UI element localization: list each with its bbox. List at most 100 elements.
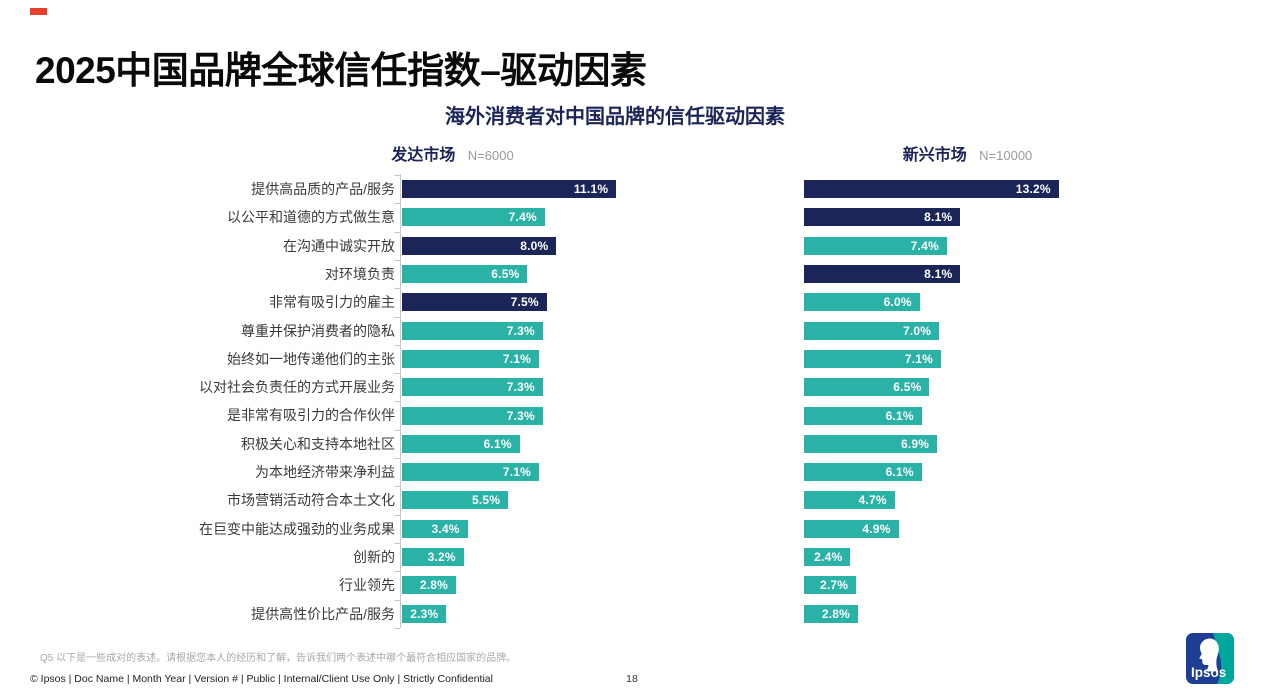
developed-market-header: 发达市场 N=6000 (330, 141, 575, 165)
bar-developed-market: 11.1% (402, 180, 617, 199)
bar-developed-market: 3.4% (402, 519, 468, 538)
bar-emerging-market: 6.5% (804, 378, 930, 397)
axis-tick (394, 373, 400, 375)
bar-value-label: 8.0% (520, 238, 549, 253)
bar-value-label: 2.4% (814, 550, 843, 565)
bar-value-label: 7.3% (506, 408, 535, 423)
bar-value-label: 7.4% (910, 238, 939, 253)
bar-value-label: 2.3% (410, 606, 439, 621)
bar-developed-market: 5.5% (402, 491, 509, 510)
emerging-sample-size: N=10000 (979, 148, 1033, 163)
footer-text: © Ipsos | Doc Name | Month Year | Versio… (30, 673, 493, 685)
bar-value-label: 2.7% (819, 578, 849, 593)
accent-dash (30, 8, 47, 15)
axis-tick (394, 458, 400, 459)
bar-value-label: 7.3% (506, 380, 535, 395)
emerging-market-label: 新兴市场 (902, 147, 967, 164)
bar-developed-market: 7.1% (402, 463, 540, 482)
bar-value-label: 7.0% (902, 323, 932, 338)
category-label: 是非常有吸引力的合作伙伴 (227, 407, 395, 424)
axis-tick (394, 599, 400, 601)
bar-value-label: 6.1% (885, 408, 914, 423)
bar-value-label: 6.9% (901, 436, 930, 451)
bar-developed-market: 3.2% (402, 548, 464, 567)
axis-tick (394, 401, 400, 403)
axis-tick (394, 571, 400, 573)
category-axis (400, 174, 401, 628)
bar-developed-market: 7.1% (402, 349, 540, 368)
category-label: 行业领先 (339, 577, 395, 594)
bar-value-label: 6.1% (885, 465, 914, 480)
bar-emerging-market: 7.0% (804, 321, 940, 340)
bar-value-label: 11.1% (573, 182, 609, 197)
axis-tick (394, 344, 400, 346)
bar-emerging-market: 6.9% (804, 434, 938, 453)
bar-value-label: 2.8% (821, 606, 851, 621)
bar-emerging-market: 7.1% (804, 349, 942, 368)
bar-developed-market: 8.0% (402, 236, 557, 255)
bar-developed-market: 7.3% (402, 378, 543, 397)
bar-value-label: 7.1% (502, 465, 532, 480)
bar-emerging-market: 6.1% (804, 406, 922, 425)
bar-emerging-market: 4.9% (804, 519, 899, 538)
bar-emerging-market: 2.4% (804, 548, 851, 567)
bar-value-label: 2.8% (419, 578, 449, 593)
bar-value-label: 7.4% (508, 210, 537, 225)
category-label: 提供高品质的产品/服务 (251, 181, 395, 197)
bar-value-label: 6.0% (883, 295, 912, 310)
bar-emerging-market: 6.0% (804, 293, 920, 312)
page-number: 18 (626, 673, 638, 685)
bar-emerging-market: 2.8% (804, 604, 859, 623)
bar-value-label: 6.5% (491, 267, 520, 282)
category-label: 尊重并保护消费者的隐私 (241, 322, 395, 339)
category-label: 以对社会负责任的方式开展业务 (199, 379, 395, 396)
bar-emerging-market: 6.1% (804, 463, 922, 482)
bar-developed-market: 2.3% (402, 604, 447, 623)
category-label: 为本地经济带来净利益 (255, 464, 395, 480)
bar-developed-market: 7.3% (402, 406, 543, 425)
developed-sample-size: N=6000 (467, 148, 514, 163)
axis-tick (394, 288, 400, 290)
bar-emerging-market: 13.2% (804, 180, 1059, 199)
bar-value-label: 8.1% (924, 267, 953, 282)
bar-value-label: 7.1% (502, 351, 532, 366)
bar-developed-market: 7.4% (402, 208, 545, 227)
axis-tick (394, 514, 400, 516)
axis-tick (394, 175, 400, 176)
category-label: 提供高性价比产品/服务 (251, 605, 395, 622)
bar-value-label: 7.5% (510, 295, 539, 310)
category-label: 市场营销活动符合本土文化 (227, 492, 395, 509)
bar-emerging-market: 7.4% (804, 236, 947, 255)
axis-tick (394, 542, 400, 544)
bar-developed-market: 7.5% (402, 293, 547, 312)
axis-tick (394, 259, 400, 261)
axis-tick (394, 429, 400, 431)
bar-value-label: 7.1% (904, 351, 934, 366)
bar-developed-market: 2.8% (402, 576, 457, 595)
bar-value-label: 8.1% (924, 210, 953, 225)
axis-tick (394, 627, 400, 629)
bar-value-label: 3.4% (431, 521, 460, 536)
ipsos-logo: Ipsos (1186, 633, 1234, 684)
bar-emerging-market: 8.1% (804, 208, 961, 227)
footnote: Q5 以下是一些成对的表述。请根据您本人的经历和了解，告诉我们两个表述中哪个最符… (40, 653, 517, 664)
bar-developed-market: 6.5% (402, 265, 528, 284)
bar-developed-market: 6.1% (402, 434, 520, 453)
bar-developed-market: 7.3% (402, 321, 543, 340)
bar-value-label: 3.2% (427, 550, 456, 565)
logo-head-silhouette-icon (1199, 638, 1219, 672)
bar-value-label: 6.5% (893, 380, 922, 395)
axis-tick (394, 231, 400, 233)
category-label: 对环境负责 (325, 265, 395, 282)
category-label: 在沟通中诚实开放 (283, 237, 395, 254)
emerging-market-header: 新兴市场 N=10000 (845, 141, 1090, 165)
axis-tick (394, 203, 400, 205)
bar-value-label: 4.9% (862, 521, 891, 536)
category-label: 积极关心和支持本地社区 (241, 435, 395, 452)
category-label: 在巨变中能达成强劲的业务成果 (199, 520, 395, 537)
bar-emerging-market: 8.1% (804, 265, 961, 284)
bar-value-label: 5.5% (471, 493, 501, 508)
category-label: 非常有吸引力的雇主 (269, 294, 395, 311)
bar-value-label: 7.3% (506, 323, 535, 338)
chart-title: 海外消费者对中国品牌的信任驱动因素 (445, 106, 785, 128)
